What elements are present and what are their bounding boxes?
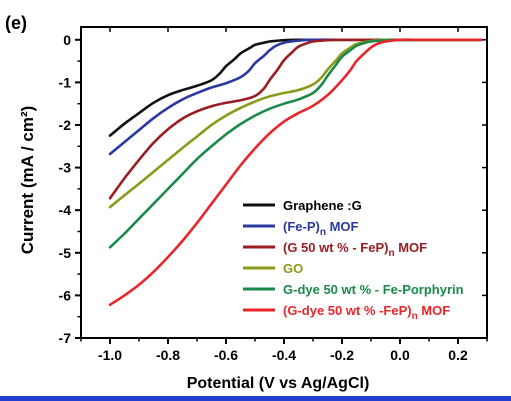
x-tick-label: -0.8 [156, 347, 180, 363]
legend-label-5: G-dye 50 wt % - Fe-Porphyrin [283, 282, 464, 297]
series-line-4 [110, 40, 481, 208]
bottom-divider-bar [0, 396, 511, 401]
y-tick-label: -6 [59, 287, 72, 303]
y-tick-label: -3 [59, 160, 72, 176]
legend-label-6: (G-dye 50 wt % -FeP)n MOF [283, 303, 450, 322]
y-tick-label: -1 [59, 74, 72, 90]
panel-label: (e) [5, 13, 27, 33]
x-tick-label: 0.0 [390, 347, 410, 363]
legend-label-2: (Fe-P)n MOF [283, 219, 359, 238]
x-tick-label: -1.0 [98, 347, 122, 363]
x-tick-label: 0.2 [448, 347, 468, 363]
y-tick-label: -5 [59, 245, 72, 261]
series-line-1 [110, 40, 481, 136]
y-tick-label: -4 [59, 202, 72, 218]
legend-label-3: (G 50 wt % - FeP)n MOF [283, 240, 427, 259]
legend-label-4: GO [283, 261, 303, 276]
series-line-5 [110, 40, 481, 248]
x-tick-label: -0.6 [214, 347, 238, 363]
y-axis-label: Current (mA / cm²) [18, 106, 37, 255]
x-tick-label: -0.2 [330, 347, 354, 363]
y-tick-label: -2 [59, 117, 72, 133]
x-axis-label: Potential (V vs Ag/AgCl) [187, 375, 370, 392]
legend: Graphene :G (Fe-P)n MOF (G 50 wt % - FeP)n… [243, 198, 464, 322]
y-tick-label: 0 [63, 32, 71, 48]
series-line-3 [110, 40, 481, 199]
x-tick-label: -0.4 [272, 347, 296, 363]
legend-label-1: Graphene :G [283, 198, 362, 213]
y-tick-label: -7 [59, 330, 72, 346]
